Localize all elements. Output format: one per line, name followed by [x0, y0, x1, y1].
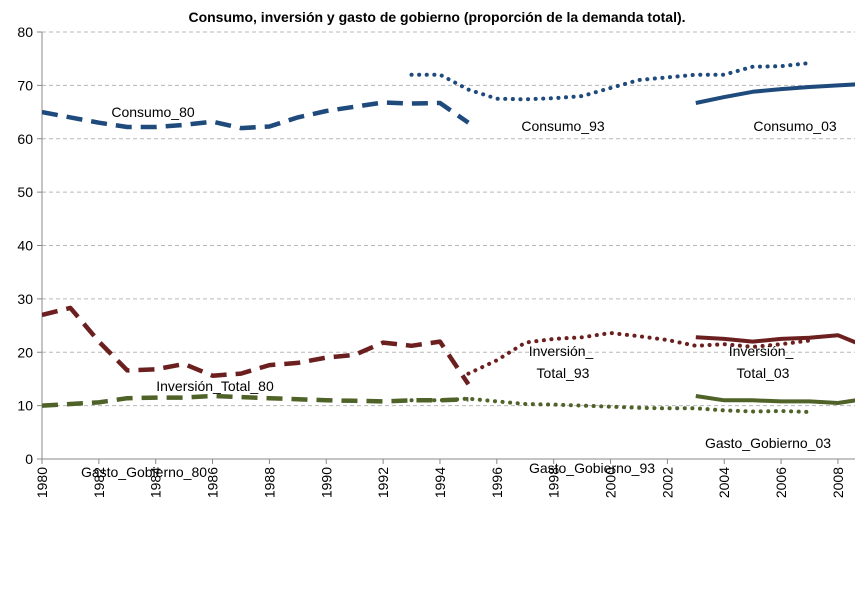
- series-line: [42, 305, 471, 386]
- y-tick-label: 40: [17, 238, 33, 254]
- y-tick-label: 20: [17, 344, 33, 360]
- x-tick-label: 2008: [830, 467, 846, 498]
- x-tick-label: 1984: [148, 467, 164, 498]
- x-tick-label: 2002: [659, 467, 675, 498]
- series-line: [42, 100, 470, 131]
- series-label: Inversión_ Total_03: [729, 343, 797, 381]
- x-tick-label: 2004: [716, 467, 732, 498]
- y-tick-label: 10: [17, 398, 33, 414]
- series-label: Consumo_80: [111, 104, 194, 120]
- series-label: Consumo_03: [753, 118, 836, 134]
- x-tick-label: 1990: [318, 467, 334, 498]
- x-tick-label: 1996: [489, 467, 505, 498]
- series-label: Consumo_93: [521, 118, 604, 134]
- y-tick-label: 60: [17, 131, 33, 147]
- series-line: [695, 82, 855, 105]
- y-tick-label: 70: [17, 77, 33, 93]
- series-label: Gasto_Gobierno_03: [705, 435, 831, 451]
- plot-area: [42, 61, 855, 414]
- x-tick-label: 1982: [91, 467, 107, 498]
- x-tick-label: 1994: [432, 467, 448, 498]
- series-line: [695, 333, 855, 345]
- series-line: [42, 393, 469, 408]
- series-label: Gasto_Gobierno_80: [81, 464, 207, 480]
- series-label: Gasto_Gobierno_93: [529, 460, 655, 476]
- series-label: Inversión_ Total_93: [529, 343, 597, 381]
- x-tick-label: 1980: [34, 467, 50, 498]
- series-line: [695, 394, 855, 405]
- x-tick-label: 2000: [603, 467, 619, 498]
- y-tick-label: 0: [25, 451, 33, 467]
- series-line: [409, 396, 812, 414]
- series-label: Inversión_Total_80: [156, 378, 274, 394]
- x-tick-label: 1992: [375, 467, 391, 498]
- chart-title: Consumo, inversión y gasto de gobierno (…: [188, 9, 685, 25]
- x-tick-label: 1986: [205, 467, 221, 498]
- x-tick-label: 2006: [773, 467, 789, 498]
- y-tick-label: 50: [17, 184, 33, 200]
- y-tick-label: 30: [17, 291, 33, 307]
- x-tick-label: 1988: [261, 467, 277, 498]
- y-tick-label: 80: [17, 24, 33, 40]
- x-tick-label: 1998: [546, 467, 562, 498]
- series-line: [409, 61, 812, 102]
